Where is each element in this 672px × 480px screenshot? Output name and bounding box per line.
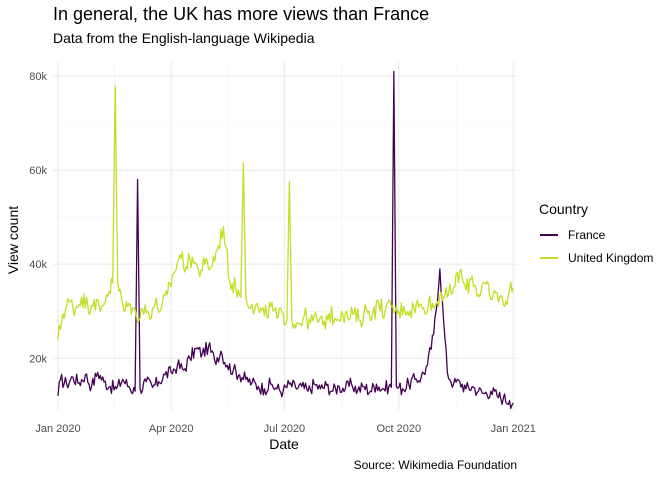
legend-swatch-france xyxy=(540,234,558,236)
y-axis-label: View count xyxy=(5,206,21,274)
legend-label-united-kingdom: United Kingdom xyxy=(568,251,654,265)
x-tick-label: Oct 2020 xyxy=(377,423,422,435)
x-tick-label: Apr 2020 xyxy=(149,423,194,435)
series-layer xyxy=(57,70,514,410)
legend-label-france: France xyxy=(568,228,606,242)
y-tick-label: 60k xyxy=(29,165,47,177)
legend-item-france: France xyxy=(540,226,605,244)
x-tick-label: Jan 2020 xyxy=(35,423,80,435)
axis-layer: 20k 40k 60k 80k Jan 2020 Apr 2020 Jul 2020 Oct … xyxy=(29,71,536,435)
chart-subtitle: Data from the English-language Wikipedia xyxy=(53,30,315,46)
y-tick-label: 40k xyxy=(29,259,47,271)
grid-layer xyxy=(53,62,517,410)
legend-swatch-united-kingdom xyxy=(540,257,558,259)
chart-caption: Source: Wikimedia Foundation xyxy=(353,458,517,472)
series-line-united-kingdom xyxy=(57,84,514,340)
legend-item-united-kingdom: United Kingdom xyxy=(540,249,653,267)
chart-title: In general, the UK has more views than F… xyxy=(53,4,430,24)
y-tick-label: 80k xyxy=(29,71,47,83)
legend-title: Country xyxy=(539,201,589,217)
x-axis-label: Date xyxy=(269,436,299,452)
x-tick-label: Jul 2020 xyxy=(264,423,306,435)
y-tick-label: 20k xyxy=(29,353,47,365)
x-tick-label: Jan 2021 xyxy=(491,423,536,435)
